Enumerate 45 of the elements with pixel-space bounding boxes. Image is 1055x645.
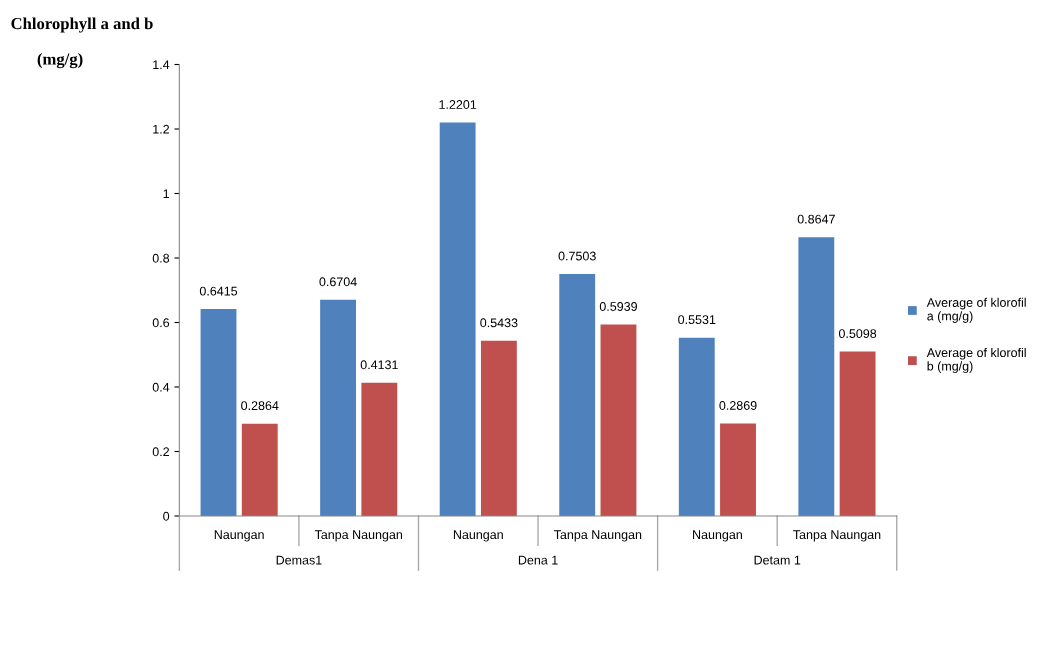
data-label: 1.2201 — [439, 100, 477, 109]
text: Detam 1 — [754, 555, 801, 565]
data-label: 0.6415 — [199, 286, 238, 296]
bar — [839, 351, 876, 516]
y-tick-label: 1.4 — [153, 60, 170, 70]
data-label: 0.7503 — [558, 251, 596, 261]
y-tick-label: 0.4 — [152, 382, 170, 392]
x-tick-label: Naungan — [453, 530, 503, 542]
text: Dena 1 — [518, 555, 558, 565]
bar — [320, 299, 357, 516]
chart-title: Chlorophyll a and b — [11, 17, 153, 33]
data-label: 0.6704 — [319, 277, 357, 287]
data-label: 0.8647 — [797, 214, 835, 224]
bar — [600, 324, 637, 516]
x-tick-label: Tanpa Naungan — [553, 530, 642, 542]
bar — [678, 337, 715, 516]
text: Demas1 — [276, 555, 322, 565]
x-tick-label: Tanpa Naungan — [314, 530, 403, 542]
data-label: 0.4131 — [360, 360, 398, 370]
data-label: 0.5433 — [480, 318, 518, 328]
y-tick-label: 1 — [163, 189, 170, 199]
data-label: 0.5939 — [599, 302, 637, 311]
x-tick-label: Naungan — [214, 530, 264, 542]
bar — [200, 309, 237, 516]
data-label: 0.2869 — [719, 401, 757, 410]
y-tick-label: 1.2 — [153, 124, 169, 134]
data-label: 0.5531 — [678, 315, 716, 325]
bar — [798, 237, 835, 516]
y-tick-label: 0.6 — [152, 318, 170, 328]
y-tick-label: 0.2 — [152, 447, 169, 457]
bar — [361, 382, 398, 516]
y-axis-title: (mg/g) — [37, 52, 83, 69]
bar — [241, 423, 278, 516]
bar — [439, 122, 476, 516]
y-tick-label: 0.8 — [152, 253, 170, 263]
bar — [480, 340, 517, 516]
bar — [559, 274, 596, 516]
legend-label: Average of klorofil a (mg/g) — [926, 297, 1026, 323]
x-tick-label: Tanpa Naungan — [793, 530, 881, 542]
bar — [720, 423, 756, 516]
data-label: 0.5098 — [838, 329, 877, 339]
data-label: 0.2864 — [241, 401, 279, 411]
legend-label: Average of klorofil b (mg/g) — [926, 347, 1026, 374]
y-tick-label: 0 — [163, 511, 170, 521]
x-tick-label: Naungan — [693, 530, 742, 542]
